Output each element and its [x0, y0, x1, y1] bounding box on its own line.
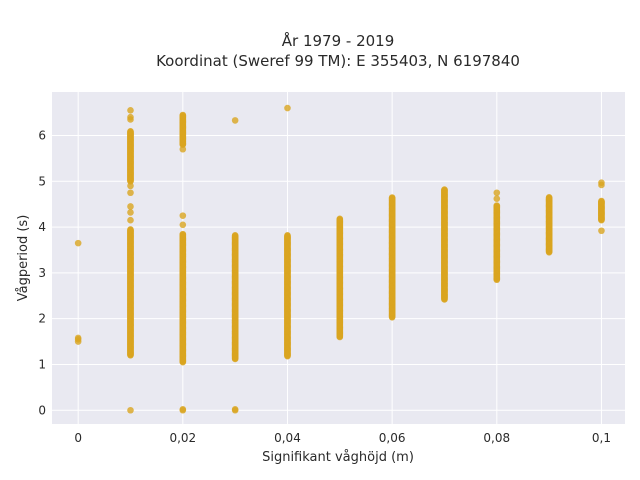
data-point [545, 194, 553, 201]
data-point [179, 406, 187, 413]
data-point [127, 127, 134, 135]
y-tick-label: 0 [38, 403, 46, 417]
data-point [179, 212, 187, 219]
data-point [127, 189, 134, 197]
y-tick-label: 5 [38, 174, 46, 188]
data-points [74, 104, 605, 414]
data-point [441, 186, 448, 193]
x-axis-ticks: 0 0,02 0,04 0,06 0,08 0,1 [74, 431, 611, 445]
y-tick-label: 6 [38, 129, 46, 143]
x-tick-label: 0,02 [169, 431, 196, 445]
data-point [127, 209, 134, 216]
chart-subtitle: Koordinat (Sweref 99 TM): E 355403, N 61… [156, 52, 520, 70]
data-point [179, 221, 187, 229]
data-point [598, 197, 605, 205]
y-tick-label: 3 [38, 266, 46, 280]
y-tick-label: 4 [38, 220, 46, 234]
data-point [127, 216, 134, 224]
data-point [179, 145, 187, 153]
data-point [127, 113, 134, 121]
data-point [231, 117, 239, 124]
y-tick-label: 1 [38, 357, 46, 371]
data-point [493, 202, 501, 209]
data-point [127, 182, 134, 190]
data-point [598, 227, 605, 235]
data-point [231, 406, 239, 413]
data-point [231, 232, 239, 239]
data-point [127, 107, 134, 114]
y-tick-label: 2 [38, 312, 46, 326]
x-tick-label: 0,08 [483, 431, 510, 445]
data-point [127, 203, 134, 210]
data-point [493, 189, 501, 197]
data-point [179, 230, 187, 238]
data-point [493, 195, 501, 202]
y-axis-label: Vågperiod (s) [16, 215, 31, 302]
data-point [74, 239, 82, 247]
data-point [127, 406, 134, 414]
y-axis-ticks: 0 1 2 3 4 5 6 [38, 129, 46, 418]
data-point [284, 232, 291, 239]
x-axis-label: Signifikant våghöjd (m) [262, 450, 414, 465]
data-point [74, 334, 82, 342]
x-tick-label: 0,06 [379, 431, 406, 445]
x-tick-label: 0,1 [592, 431, 611, 445]
x-tick-label: 0,04 [274, 431, 301, 445]
data-point [179, 111, 187, 119]
data-point [598, 179, 605, 186]
x-tick-label: 0 [74, 431, 82, 445]
chart-title: År 1979 - 2019 [282, 31, 395, 50]
data-point [388, 194, 396, 201]
data-point [127, 226, 134, 233]
data-point [336, 215, 344, 223]
data-point [284, 104, 291, 112]
